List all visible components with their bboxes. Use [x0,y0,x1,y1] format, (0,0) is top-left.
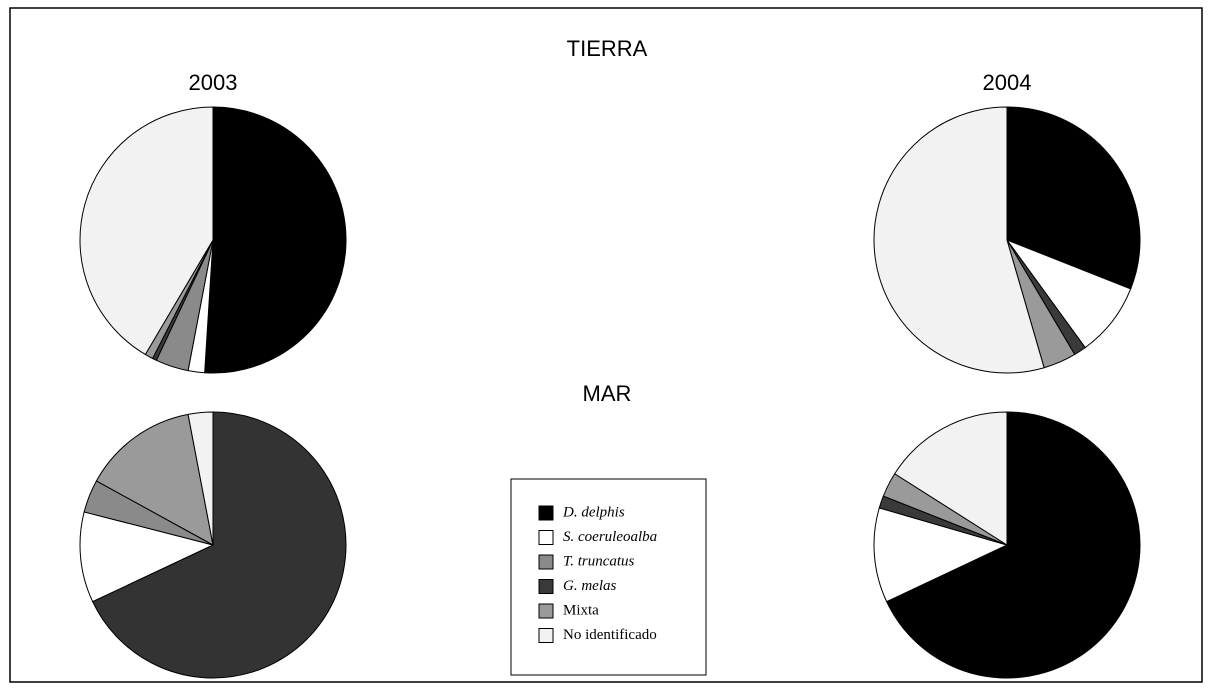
pie-slice [204,106,347,374]
legend-label: S. coeruleoalba [563,529,657,545]
legend-swatch [538,628,554,643]
pie-title: 2004 [983,70,1032,95]
pie-slice [873,507,1009,603]
frame [9,7,1203,683]
legend-label: T. truncatus [563,553,635,569]
pie-slice [894,411,1008,546]
pie-slice [79,106,214,356]
pie-slice [885,411,1141,679]
pie-slice [873,106,1045,374]
pie-title: 2003 [189,70,238,95]
legend-swatch [538,554,554,570]
pie-slice [187,411,214,546]
heading: TIERRA [567,36,648,61]
legend-swatch [538,505,554,521]
legend-label: No identificado [563,627,657,643]
pie-slice [79,511,215,603]
heading: MAR [583,381,632,406]
legend-swatch [538,530,554,545]
legend-swatch [538,603,554,619]
legend-label: Mixta [563,602,599,618]
pie-slice [91,411,347,679]
pie-slice [1006,106,1141,290]
legend-label: D. delphis [562,504,625,520]
pie-slice [95,413,214,546]
legend-swatch [538,579,554,594]
legend-label: G. melas [563,578,616,594]
